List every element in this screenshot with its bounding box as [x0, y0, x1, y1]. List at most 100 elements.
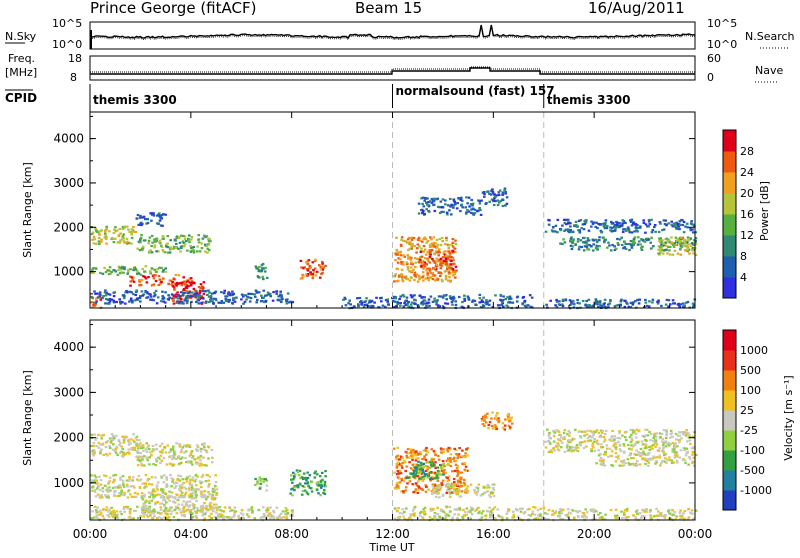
velocity-echo-cell [566, 443, 569, 446]
velocity-echo-cell [193, 480, 197, 483]
velocity-echo-cell [95, 516, 99, 519]
velocity-echo-cell [188, 495, 191, 498]
power-echo-cell [291, 301, 294, 304]
power-echo-cell [420, 255, 424, 258]
velocity-echo-cell [443, 518, 447, 521]
velocity-echo-cell [616, 516, 620, 520]
velocity-echo-cell [668, 456, 671, 459]
velocity-echo-cell [111, 438, 115, 442]
velocity-echo-cell [421, 458, 424, 461]
power-echo-cell [662, 219, 666, 222]
velocity-echo-cell [104, 475, 108, 478]
velocity-echo-cell [299, 483, 302, 486]
power-echo-cell [570, 302, 573, 305]
power-echo-cell [660, 240, 663, 244]
velocity-echo-cell [191, 455, 195, 458]
velocity-echo-cell [690, 447, 694, 450]
power-echo-cell [182, 280, 186, 283]
power-echo-cell [444, 278, 448, 281]
power-echo-cell [404, 303, 408, 307]
power-echo-cell [473, 212, 477, 215]
velocity-echo-cell [107, 482, 110, 485]
power-echo-cell [414, 261, 417, 264]
power-echo-cell [189, 245, 192, 248]
power-echo-cell [207, 289, 210, 292]
velocity-echo-cell [649, 439, 652, 442]
power-echo-cell [306, 263, 310, 266]
velocity-echo-cell [692, 446, 696, 449]
velocity-echo-cell [211, 456, 214, 459]
power-echo-cell [189, 277, 193, 280]
power-echo-cell [197, 238, 201, 241]
velocity-echo-cell [160, 517, 164, 520]
power-echo-cell [453, 272, 457, 275]
velocity-echo-cell [453, 484, 456, 487]
velocity-echo-cell [666, 458, 669, 461]
velocity-echo-cell [462, 508, 465, 512]
velocity-echo-cell [163, 503, 166, 506]
velocity-echoes [90, 320, 698, 522]
power-echo-cell [631, 241, 635, 244]
power-echo-cell [482, 296, 485, 299]
power-echo-cell [141, 268, 144, 271]
velocity-echo-cell [395, 455, 398, 458]
power-echo-cell [454, 250, 457, 254]
power-echo-cell [421, 240, 424, 243]
power-echo-cell [587, 298, 591, 301]
power-echo-cell [146, 221, 150, 225]
velocity-echo-cell [114, 473, 118, 477]
velocity-echo-cell [626, 443, 630, 447]
velocity-echo-cell [166, 517, 169, 520]
velocity-echo-cell [463, 489, 466, 493]
velocity-echo-cell [203, 448, 207, 451]
power-echo-cell [521, 296, 525, 299]
velocity-echo-cell [257, 479, 261, 482]
power-echo-cell [92, 242, 96, 245]
power-echo-cell [577, 229, 580, 232]
freq-left-tick-top: 18 [68, 52, 82, 65]
velocity-echo-cell [317, 484, 321, 487]
velocity-echo-cell [169, 450, 172, 453]
power-echo-cell [484, 301, 487, 304]
power-echo-cell [444, 257, 448, 260]
power-echo-cell [686, 226, 690, 229]
power-echo-cell [175, 300, 179, 303]
velocity-echo-cell [441, 467, 445, 471]
velocity-echo-cell [572, 446, 575, 449]
power-echo-cell [137, 223, 140, 226]
velocity-echo-cell [298, 482, 302, 485]
velocity-echo-cell [662, 451, 665, 454]
power-echo-cell [561, 299, 565, 303]
velocity-echo-cell [434, 488, 437, 492]
velocity-echo-cell [670, 461, 674, 464]
power-echo-cell [478, 207, 481, 210]
velocity-echo-cell [440, 464, 443, 467]
velocity-echo-cell [146, 459, 149, 462]
velocity-echo-cell [163, 499, 167, 502]
power-echo-cell [186, 294, 190, 298]
power-echo-cell [595, 221, 598, 224]
velocity-echo-cell [416, 453, 420, 456]
power-echo-cell [153, 246, 156, 249]
power-echo-cell [681, 242, 685, 245]
velocity-echo-cell [423, 472, 427, 475]
velocity-echo-cell [438, 515, 441, 518]
power-echo-cell [402, 305, 406, 308]
velocity-echo-cell [602, 462, 605, 465]
power-echo-cell [673, 225, 677, 228]
power-echo-cell [180, 246, 183, 250]
velocity-echo-cell [671, 509, 675, 512]
power-echo-cell [101, 272, 105, 275]
power-colorbar-segment [723, 235, 736, 257]
velocity-echo-cell [171, 454, 175, 457]
velocity-echo-cell [478, 510, 481, 513]
velocity-echo-cell [154, 501, 157, 504]
power-echo-cell [428, 277, 431, 280]
power-echo-cell [433, 197, 436, 200]
power-echo-cell [435, 260, 439, 263]
power-echo-cell [421, 276, 424, 279]
velocity-echo-cell [245, 513, 249, 516]
velocity-echo-cell [592, 433, 595, 436]
velocity-echo-cell [408, 461, 411, 464]
velocity-echo-cell [147, 499, 150, 503]
